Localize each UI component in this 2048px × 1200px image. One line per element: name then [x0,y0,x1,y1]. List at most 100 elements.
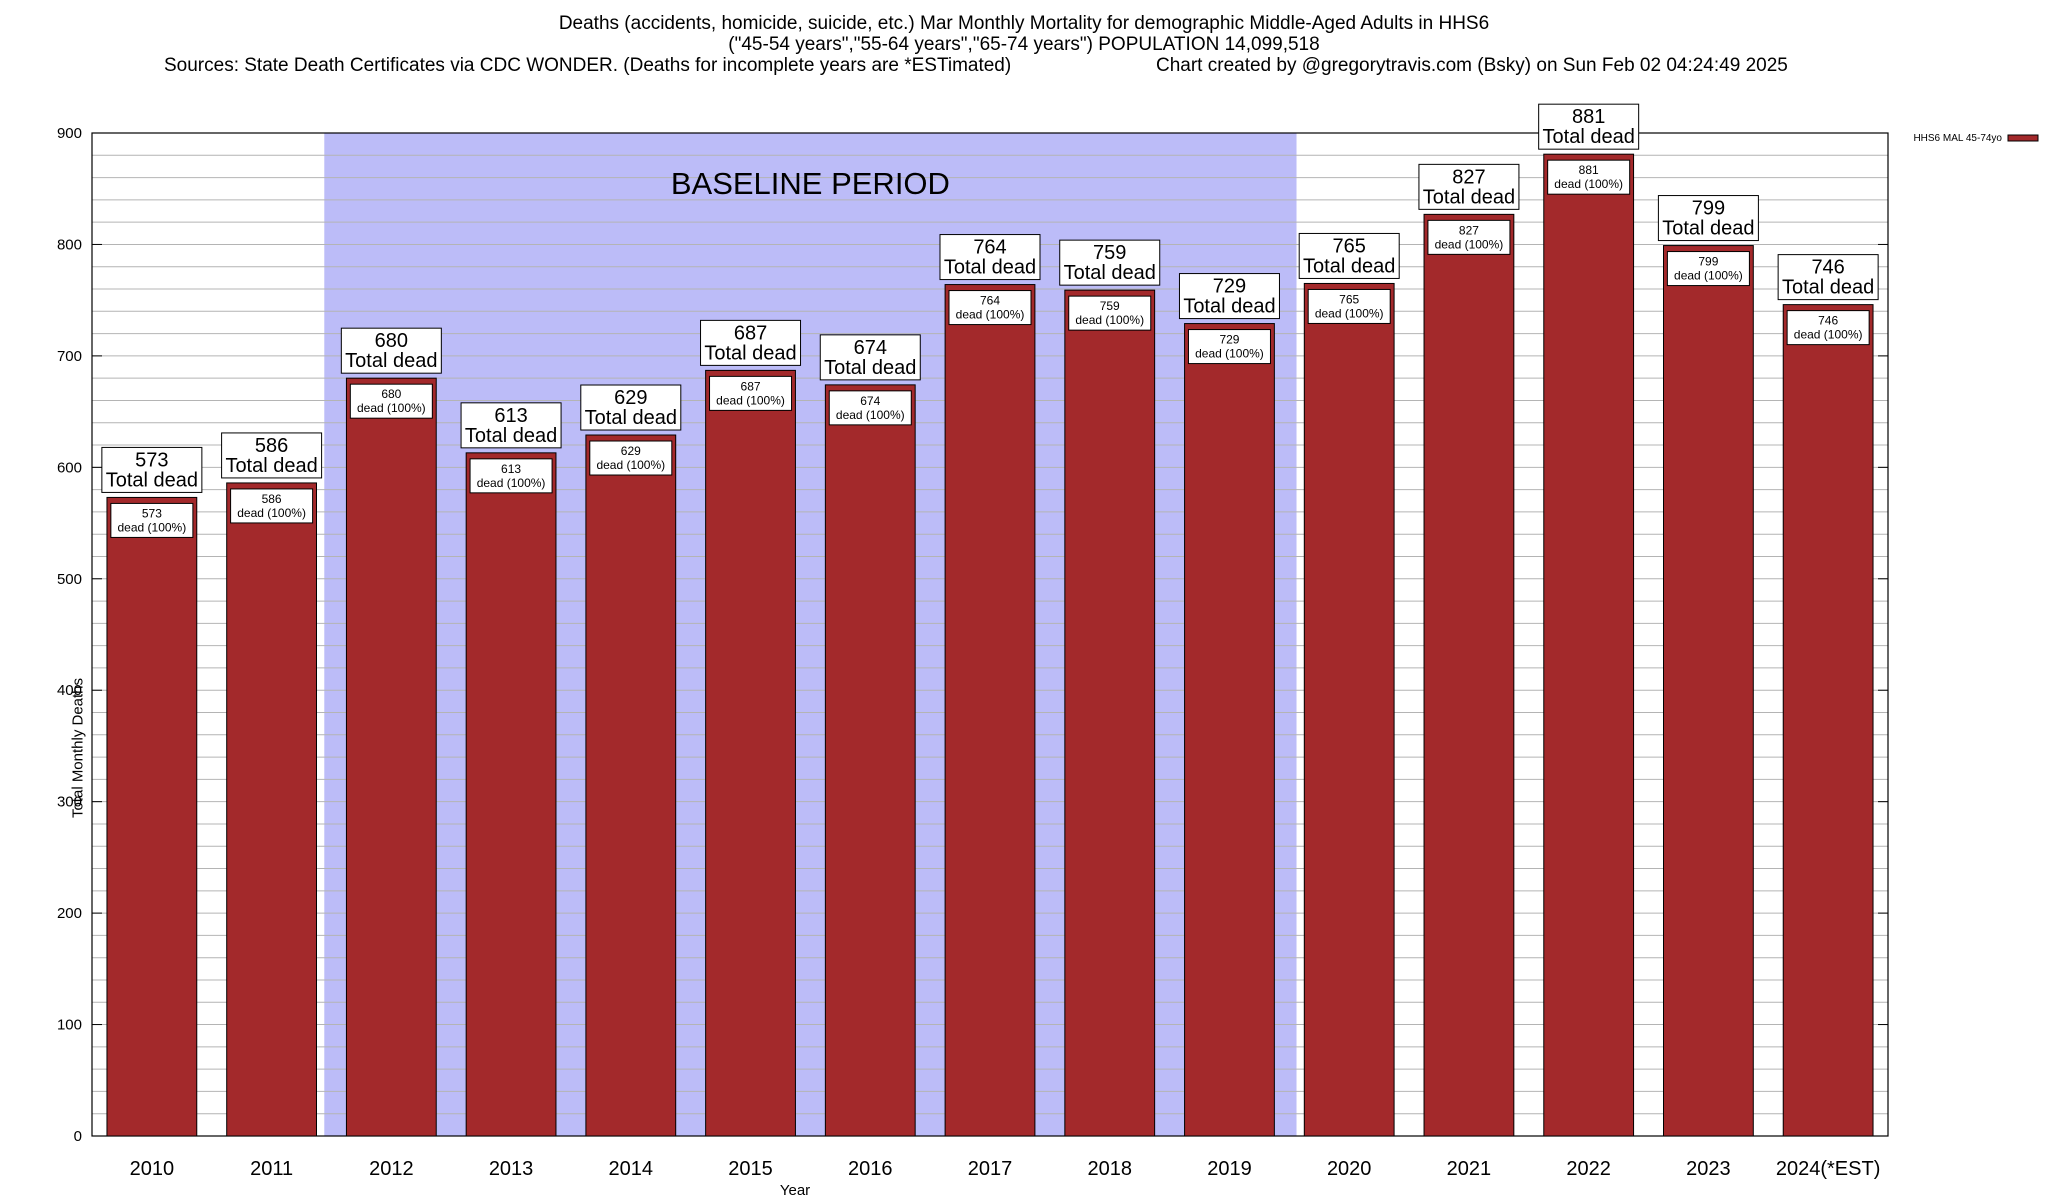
bar-inner-percent: dead (100%) [1075,313,1144,327]
bar [465,452,557,1137]
bar-total-text: Total dead [1064,262,1156,284]
bar-inner-label-box [828,390,912,426]
bar-total-label-box [1178,273,1280,320]
baseline-period-label: BASELINE PERIOD [671,166,950,201]
x-tick-label: 2020 [1327,1158,1372,1180]
bar-inner-percent: dead (100%) [956,308,1025,322]
bar-inner-percent: dead (100%) [118,520,187,534]
bar-total-text: Total dead [1543,126,1635,148]
bar-inner-percent: dead (100%) [1195,347,1264,361]
bar-inner-label-box [349,383,433,419]
bar-inner-value: 573 [142,506,162,520]
bar-inner-percent: dead (100%) [716,393,785,407]
x-tick-label: 2024(*EST) [1776,1158,1881,1180]
bar-inner-label-box [1307,288,1391,324]
y-tick-label: 400 [57,682,82,699]
bar-total-text: Total dead [704,342,796,364]
bar-total-value: 573 [135,449,168,471]
x-tick-label: 2010 [130,1158,175,1180]
bar-inner-label-box [110,502,194,538]
bar-inner-value: 629 [621,444,641,458]
bar [106,496,198,1137]
bar-inner-label-box [230,488,314,524]
bar-total-label-box [1777,254,1879,301]
bar [345,377,437,1137]
bar-total-text: Total dead [824,357,916,379]
bar-total-value: 799 [1692,198,1725,220]
bar-inner-percent: dead (100%) [357,401,426,415]
bar [1543,153,1635,1137]
x-tick-label: 2011 [250,1158,293,1180]
bar-total-label-box [1657,195,1759,242]
bar-total-value: 827 [1452,166,1485,188]
y-tick-label: 600 [57,459,82,476]
bar-total-value: 687 [734,322,767,344]
bar-total-text: Total dead [345,350,437,372]
bar-total-text: Total dead [1183,296,1275,318]
bar-total-label-box [1418,163,1520,210]
bar-inner-value: 881 [1579,163,1599,177]
bar-inner-value: 729 [1219,333,1239,347]
x-tick-label: 2012 [369,1158,414,1180]
bar-inner-percent: dead (100%) [1315,306,1384,320]
bar-total-text: Total dead [1423,186,1515,208]
bar-inner-value: 687 [741,379,761,393]
bar-inner-label-box [948,290,1032,326]
bar-total-value: 729 [1213,276,1246,298]
bar-inner-value: 674 [860,394,880,408]
bar [1064,289,1156,1137]
bar-inner-percent: dead (100%) [1435,237,1504,251]
bar-total-label-box [460,402,562,449]
chart-source-note: Sources: State Death Certificates via CD… [164,55,1012,76]
bar-total-value: 759 [1093,242,1126,264]
bar-total-label-box [101,446,203,493]
bar-total-value: 746 [1811,257,1844,279]
chart-title: Deaths (accidents, homicide, suicide, et… [558,13,1490,34]
x-tick-label: 2017 [968,1158,1013,1180]
bar [1663,245,1754,1137]
bar-total-label-box [1298,232,1400,279]
bar-total-value: 613 [494,405,527,427]
bar-inner-label-box [1547,159,1631,195]
y-tick-label: 300 [57,794,82,811]
bar-inner-value: 746 [1818,314,1838,328]
bar-total-value: 586 [255,435,288,457]
bar-total-value: 764 [973,237,1006,259]
bar-inner-percent: dead (100%) [836,408,905,422]
y-tick-label: 900 [57,125,82,142]
bar-total-text: Total dead [225,455,317,477]
bar-inner-percent: dead (100%) [1554,177,1623,191]
bar [1303,282,1395,1137]
bar-inner-value: 613 [501,462,521,476]
x-tick-label: 2013 [489,1158,534,1180]
bar-inner-value: 759 [1100,299,1120,313]
y-tick-label: 500 [57,571,82,588]
bar-inner-label-box [1666,251,1750,287]
x-tick-label: 2014 [609,1158,654,1180]
bar [1782,304,1874,1137]
bar [944,284,1036,1137]
bar-total-text: Total dead [106,469,198,491]
x-axis-label: Year [780,1182,810,1199]
bar-inner-percent: dead (100%) [237,506,306,520]
bar-total-text: Total dead [1303,255,1395,277]
y-tick-label: 0 [74,1128,82,1145]
y-tick-label: 700 [57,348,82,365]
bar-total-label-box [340,327,442,374]
bar-total-value: 674 [854,337,887,359]
bar-total-value: 881 [1572,106,1605,128]
bar-inner-value: 765 [1339,292,1359,306]
bar-inner-label-box [709,375,793,411]
bar-total-label-box [939,234,1041,281]
x-tick-label: 2022 [1566,1158,1611,1180]
bar [1184,323,1275,1137]
x-tick-label: 2019 [1207,1158,1252,1180]
bar-inner-label-box [1187,329,1271,365]
bar [585,434,677,1137]
chart-credit: Chart created by @gregorytravis.com (Bsk… [1156,55,1788,76]
y-tick-label: 100 [57,1017,82,1034]
y-tick-label: 200 [57,905,82,922]
bar-total-label-box [819,334,921,381]
bar-total-label-box [580,384,682,431]
